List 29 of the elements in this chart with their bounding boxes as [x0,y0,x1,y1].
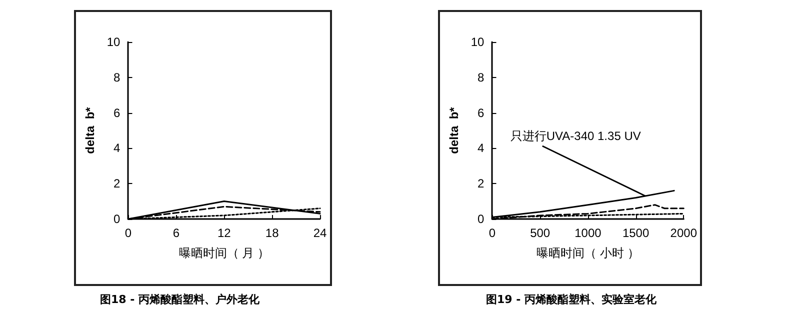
x-tick-label: 24 [313,226,327,240]
y-tick-label: 0 [114,212,121,226]
y-tick-label: 8 [478,70,485,84]
y-tick-label: 10 [470,35,485,49]
x-tick-label: 6 [172,226,180,240]
y-tick-label: 6 [114,106,121,120]
x-axis-title: 曝晒时间（ 月 ） [178,246,270,260]
y-axis-title: delta b* [447,106,461,154]
caption: 图19 - 丙烯酸酯塑料、实验室老化 [486,292,657,307]
y-tick-label: 6 [478,106,485,120]
x-tick-label: 0 [488,226,496,240]
y-tick-label: 8 [114,70,121,84]
y-axis-title: delta b* [83,106,97,154]
x-tick-label: 1000 [574,226,602,240]
y-tick-label: 2 [114,176,121,191]
x-tick-label: 500 [530,226,550,240]
y-tick-label: 4 [478,141,485,156]
y-tick-label: 10 [106,35,121,49]
caption: 图18 - 丙烯酸酯塑料、户外老化 [100,292,260,307]
x-tick-label: 2000 [670,226,698,240]
x-axis-title: 曝晒时间（ 小时 ） [536,246,640,260]
y-tick-label: 4 [114,141,121,156]
x-tick-label: 12 [217,226,232,240]
x-tick-label: 0 [124,226,132,240]
y-tick-label: 0 [478,212,485,226]
y-tick-label: 2 [478,176,485,191]
x-tick-label: 1500 [622,226,650,240]
x-tick-label: 18 [265,226,280,240]
annotation: 只进行UVA-340 1.35 UV [510,128,641,143]
